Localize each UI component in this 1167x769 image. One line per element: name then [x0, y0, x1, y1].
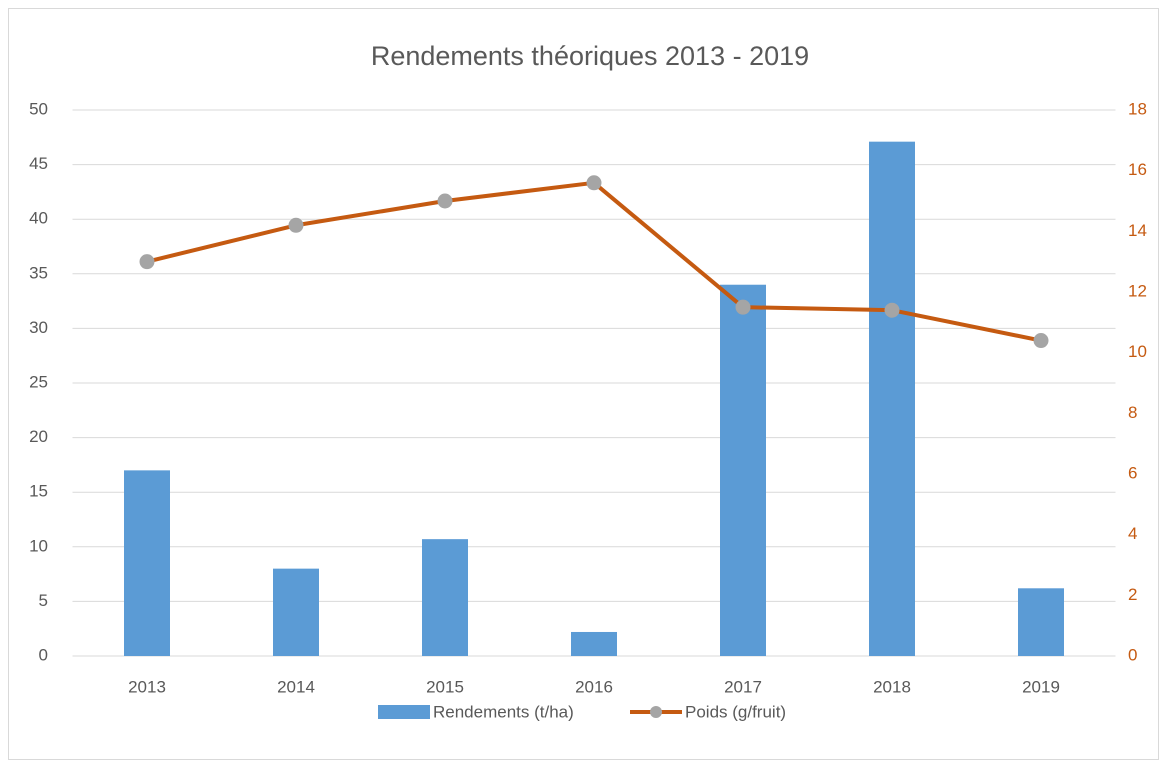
y-tick-label: 40 [29, 209, 48, 228]
line-marker [735, 299, 751, 315]
y-tick-label: 10 [29, 536, 48, 555]
line-marker [1033, 333, 1049, 349]
x-tick-label: 2014 [277, 677, 315, 696]
y2-tick-label: 2 [1128, 585, 1137, 604]
y2-tick-label: 18 [1128, 99, 1147, 118]
y2-tick-label: 12 [1128, 281, 1147, 300]
y-tick-label: 0 [39, 645, 48, 664]
chart-title: Rendements théoriques 2013 - 2019 [371, 41, 809, 71]
y-tick-label: 5 [39, 591, 48, 610]
x-tick-label: 2018 [873, 677, 911, 696]
x-tick-label: 2013 [128, 677, 166, 696]
x-tick-label: 2019 [1022, 677, 1060, 696]
line-marker [437, 193, 453, 209]
y-tick-label: 25 [29, 372, 48, 391]
y-tick-label: 20 [29, 427, 48, 446]
legend-swatch [650, 706, 662, 718]
line-marker [288, 217, 304, 233]
x-tick-label: 2017 [724, 677, 762, 696]
bar [869, 141, 915, 657]
y2-tick-label: 14 [1128, 221, 1147, 240]
line-marker [139, 254, 155, 270]
bar [571, 631, 617, 656]
line-marker [586, 175, 602, 191]
bar [124, 470, 170, 656]
y2-tick-label: 8 [1128, 403, 1137, 422]
bar [720, 284, 766, 656]
x-tick-label: 2015 [426, 677, 464, 696]
line-marker [884, 302, 900, 318]
y2-tick-label: 10 [1128, 342, 1147, 361]
y-tick-label: 30 [29, 318, 48, 337]
x-tick-label: 2016 [575, 677, 613, 696]
legend-label: Rendements (t/ha) [433, 702, 574, 721]
y2-tick-label: 0 [1128, 645, 1137, 664]
y2-tick-label: 4 [1128, 524, 1137, 543]
legend-label: Poids (g/fruit) [685, 702, 786, 721]
y2-tick-label: 6 [1128, 463, 1137, 482]
y-tick-label: 50 [29, 99, 48, 118]
bar [1018, 588, 1064, 656]
y-tick-label: 45 [29, 154, 48, 173]
legend-swatch [378, 705, 430, 719]
bar [273, 568, 319, 656]
y-tick-label: 35 [29, 263, 48, 282]
bar [422, 539, 468, 656]
y-tick-label: 15 [29, 482, 48, 501]
y2-tick-label: 16 [1128, 160, 1147, 179]
